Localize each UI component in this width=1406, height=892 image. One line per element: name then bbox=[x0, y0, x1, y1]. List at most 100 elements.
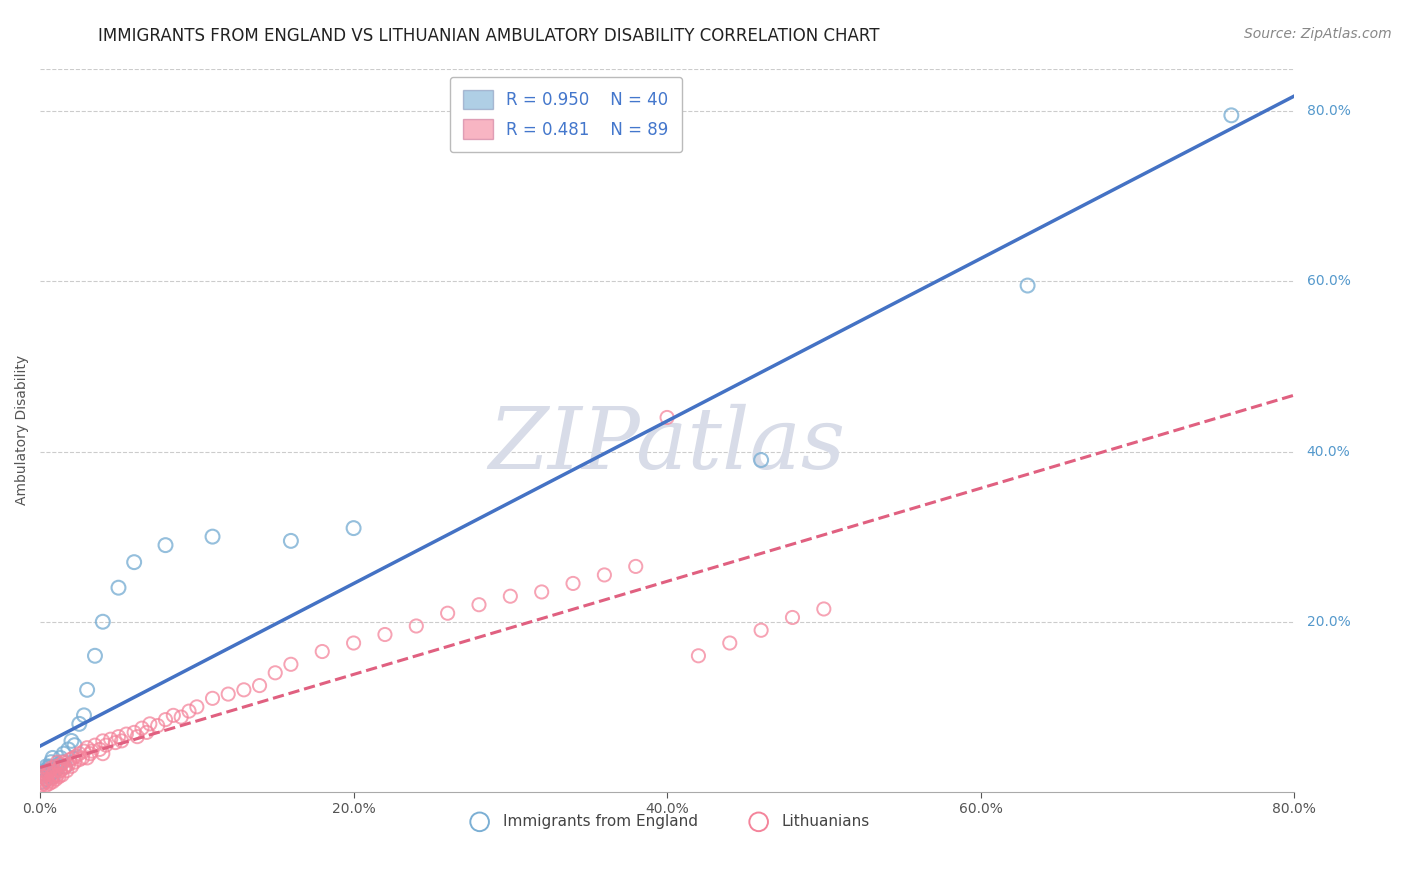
Point bbox=[135, 725, 157, 739]
Point bbox=[59, 753, 82, 767]
Text: ZIPatlas: ZIPatlas bbox=[488, 403, 845, 486]
Point bbox=[139, 717, 162, 731]
Point bbox=[34, 774, 56, 789]
Point bbox=[34, 764, 56, 778]
Point bbox=[45, 759, 67, 773]
Point bbox=[73, 744, 96, 758]
Point bbox=[55, 764, 77, 778]
Point bbox=[38, 768, 60, 782]
Point bbox=[41, 768, 63, 782]
Point bbox=[170, 710, 193, 724]
Point bbox=[41, 774, 63, 789]
Point bbox=[52, 747, 75, 761]
Point bbox=[35, 759, 58, 773]
Point bbox=[65, 749, 87, 764]
Point bbox=[127, 730, 149, 744]
Point bbox=[155, 538, 177, 552]
Text: IMMIGRANTS FROM ENGLAND VS LITHUANIAN AMBULATORY DISABILITY CORRELATION CHART: IMMIGRANTS FROM ENGLAND VS LITHUANIAN AM… bbox=[98, 27, 880, 45]
Text: 60.0%: 60.0% bbox=[1306, 275, 1350, 288]
Point bbox=[34, 768, 56, 782]
Point bbox=[63, 755, 86, 769]
Point bbox=[1017, 278, 1039, 293]
Point bbox=[32, 766, 55, 780]
Point bbox=[39, 772, 62, 787]
Point bbox=[374, 627, 396, 641]
Point bbox=[436, 606, 458, 620]
Point bbox=[468, 598, 491, 612]
Point bbox=[46, 761, 69, 775]
Point bbox=[35, 778, 58, 792]
Point bbox=[38, 764, 60, 778]
Point bbox=[35, 772, 58, 787]
Point bbox=[155, 713, 177, 727]
Point bbox=[201, 691, 224, 706]
Point bbox=[51, 755, 73, 769]
Point bbox=[49, 751, 72, 765]
Point bbox=[655, 410, 678, 425]
Point bbox=[72, 751, 94, 765]
Point bbox=[104, 736, 127, 750]
Point bbox=[32, 770, 55, 784]
Point bbox=[89, 742, 111, 756]
Point bbox=[499, 589, 522, 603]
Point bbox=[44, 764, 66, 778]
Point bbox=[115, 727, 138, 741]
Point bbox=[122, 555, 145, 569]
Point bbox=[342, 521, 364, 535]
Point bbox=[45, 759, 67, 773]
Point bbox=[45, 772, 67, 787]
Point bbox=[76, 740, 98, 755]
Point bbox=[41, 751, 63, 765]
Point bbox=[49, 757, 72, 772]
Point bbox=[80, 744, 103, 758]
Point bbox=[44, 764, 66, 778]
Point bbox=[46, 755, 69, 769]
Point bbox=[782, 610, 804, 624]
Point bbox=[58, 757, 80, 772]
Point bbox=[37, 766, 59, 780]
Point bbox=[67, 747, 90, 761]
Text: 80.0%: 80.0% bbox=[1306, 104, 1350, 118]
Point bbox=[232, 682, 254, 697]
Point bbox=[201, 530, 224, 544]
Point bbox=[91, 747, 114, 761]
Point bbox=[52, 761, 75, 775]
Point bbox=[688, 648, 710, 663]
Point bbox=[31, 778, 53, 792]
Point bbox=[122, 725, 145, 739]
Point bbox=[593, 568, 616, 582]
Point bbox=[52, 755, 75, 769]
Point bbox=[67, 753, 90, 767]
Point bbox=[62, 751, 84, 765]
Point bbox=[107, 581, 129, 595]
Point bbox=[32, 776, 55, 790]
Point bbox=[39, 766, 62, 780]
Text: 40.0%: 40.0% bbox=[1306, 444, 1350, 458]
Point bbox=[110, 734, 132, 748]
Point bbox=[530, 585, 553, 599]
Point bbox=[342, 636, 364, 650]
Point bbox=[813, 602, 835, 616]
Point bbox=[32, 770, 55, 784]
Point bbox=[91, 615, 114, 629]
Point bbox=[217, 687, 239, 701]
Point bbox=[38, 776, 60, 790]
Point bbox=[749, 624, 772, 638]
Point bbox=[1220, 108, 1243, 122]
Text: 20.0%: 20.0% bbox=[1306, 615, 1350, 629]
Point bbox=[37, 764, 59, 778]
Point bbox=[49, 764, 72, 778]
Point bbox=[107, 730, 129, 744]
Point bbox=[146, 718, 169, 732]
Point bbox=[76, 682, 98, 697]
Text: Source: ZipAtlas.com: Source: ZipAtlas.com bbox=[1244, 27, 1392, 41]
Point bbox=[264, 665, 287, 680]
Point bbox=[35, 772, 58, 787]
Point bbox=[39, 761, 62, 775]
Point bbox=[177, 704, 200, 718]
Point bbox=[405, 619, 427, 633]
Point bbox=[718, 636, 741, 650]
Point bbox=[624, 559, 647, 574]
Point bbox=[73, 708, 96, 723]
Point bbox=[60, 759, 83, 773]
